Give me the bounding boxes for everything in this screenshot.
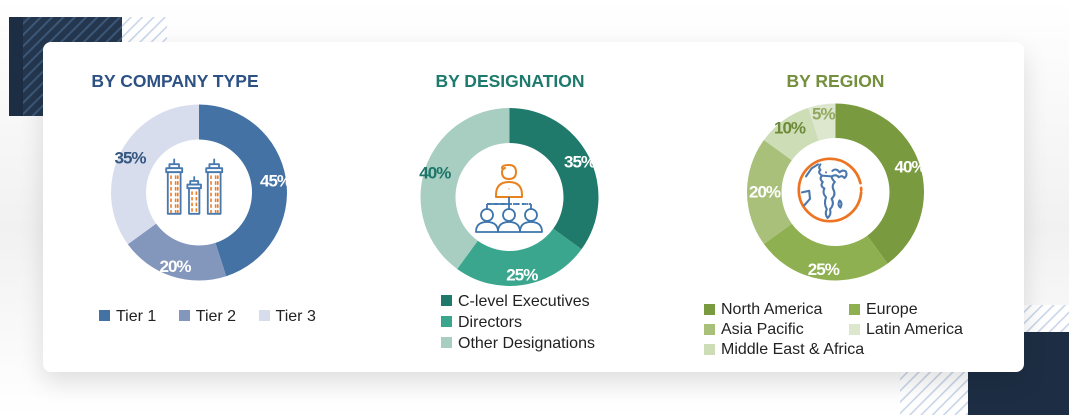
svg-text:25%: 25% <box>808 260 840 279</box>
svg-text:10%: 10% <box>774 119 806 138</box>
svg-text:5%: 5% <box>812 105 835 124</box>
svg-text:20%: 20% <box>749 183 781 202</box>
svg-text:40%: 40% <box>894 157 926 176</box>
